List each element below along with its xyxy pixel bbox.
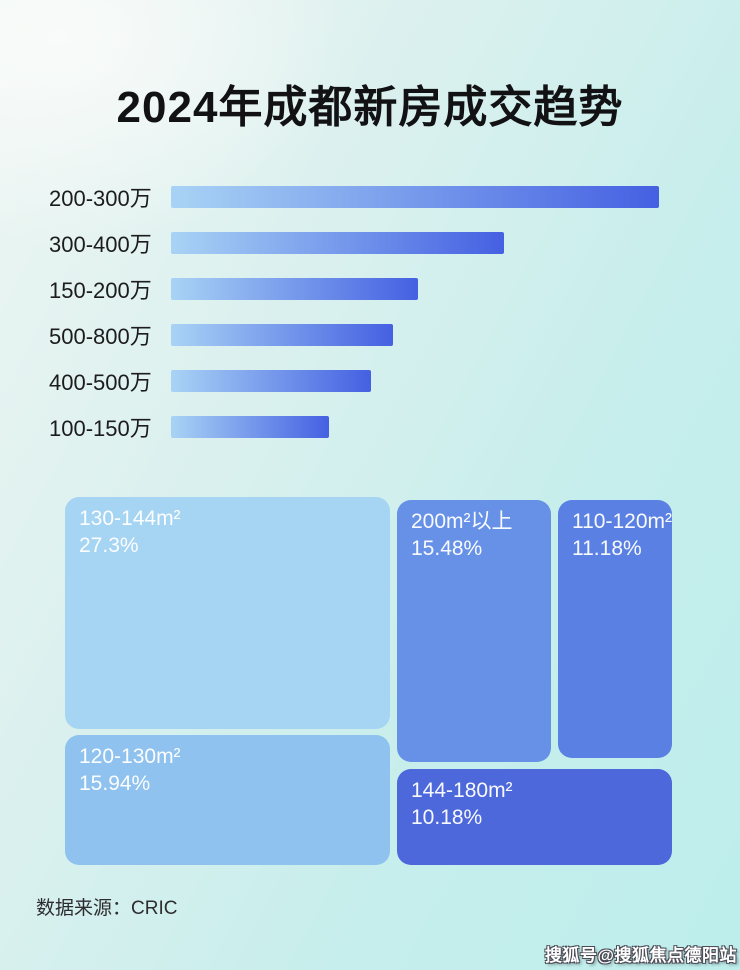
bar [171, 278, 418, 300]
tile-label: 200m²以上 [411, 510, 513, 533]
bar-track [171, 186, 659, 208]
tile-percentage: 15.94% [79, 772, 151, 795]
bar-category-label: 150-200万 [49, 278, 152, 303]
price-range-bar-chart: 200-300万 300-400万 150-200万 500-800万 400-… [49, 186, 659, 462]
bar-track [171, 324, 659, 346]
bar-category-label: 200-300万 [49, 186, 152, 211]
treemap-tile: 144-180m² 10.18% [397, 769, 672, 865]
bar-category-label: 500-800万 [49, 324, 152, 349]
bar-row: 200-300万 [49, 186, 659, 211]
area-share-treemap: 130-144m² 27.3% 120-130m² 15.94% 200m²以上… [65, 497, 672, 865]
bar [171, 324, 394, 346]
tile-label: 144-180m² [411, 779, 513, 802]
bar [171, 186, 659, 208]
bar-category-label: 400-500万 [49, 370, 152, 395]
watermark: 搜狐号@搜狐焦点德阳站 [544, 946, 737, 965]
bar-category-label: 300-400万 [49, 232, 152, 257]
bar-category-label: 100-150万 [49, 416, 152, 441]
bar-track [171, 232, 659, 254]
treemap-tile: 120-130m² 15.94% [65, 735, 390, 865]
bar-row: 500-800万 [49, 324, 659, 349]
bar-track [171, 278, 659, 300]
tile-percentage: 10.18% [411, 806, 483, 829]
tile-label: 110-120m² [572, 510, 672, 533]
bar [171, 370, 372, 392]
treemap-tile: 110-120m² 11.18% [558, 500, 672, 758]
bar-track [171, 370, 659, 392]
bar-track [171, 416, 659, 438]
treemap-tile: 200m²以上 15.48% [397, 500, 551, 762]
bar-row: 150-200万 [49, 278, 659, 303]
bar [171, 232, 504, 254]
bar-row: 300-400万 [49, 232, 659, 257]
tile-percentage: 11.18% [572, 537, 642, 560]
bar [171, 416, 330, 438]
tile-percentage: 15.48% [411, 537, 483, 560]
treemap-tile: 130-144m² 27.3% [65, 497, 390, 729]
tile-label: 130-144m² [79, 507, 181, 530]
tile-label: 120-130m² [79, 745, 181, 768]
bar-row: 100-150万 [49, 416, 659, 441]
data-source-label: 数据来源：CRIC [36, 898, 178, 919]
tile-percentage: 27.3% [79, 534, 139, 557]
page-title: 2024年成都新房成交趋势 [116, 83, 624, 133]
bar-row: 400-500万 [49, 370, 659, 395]
